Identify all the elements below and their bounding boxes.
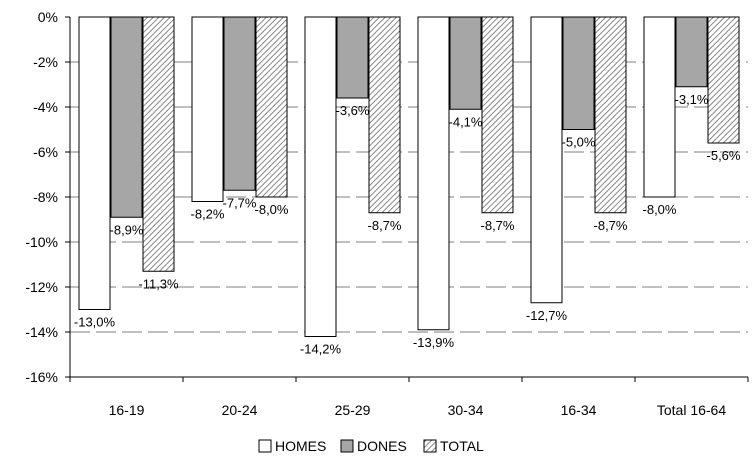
x-tick-label: 30-34 (448, 402, 484, 418)
legend-swatch-homes (258, 439, 272, 453)
legend-label-dones: DONES (357, 438, 407, 454)
bar-total-20-24 (255, 16, 288, 198)
data-label-total-16-19: -11,3% (138, 276, 179, 291)
bar-total-30-34 (481, 16, 514, 214)
bars (78, 16, 740, 337)
y-tick-label: -12% (25, 279, 58, 295)
data-label-total-total-16-64: -5,6% (707, 148, 741, 163)
y-tick-label: -6% (33, 144, 58, 160)
data-label-homes-total-16-64: -8,0% (643, 202, 677, 217)
bar-dones-total-16-64 (675, 16, 708, 88)
bar-total-16-34 (594, 16, 627, 214)
data-label-dones-25-29: -3,6% (336, 103, 370, 118)
gridlines (70, 61, 748, 378)
data-label-total-25-29: -8,7% (368, 218, 402, 233)
legend-label-total: TOTAL (440, 438, 484, 454)
data-label-total-30-34: -8,7% (481, 218, 515, 233)
y-tick-label: -4% (33, 99, 58, 115)
bar-total-25-29 (368, 16, 401, 214)
data-label-homes-16-34: -12,7% (526, 308, 568, 323)
data-label-total-16-34: -8,7% (594, 218, 628, 233)
bar-total-total-16-64 (707, 16, 740, 144)
y-tick-label: 0% (38, 9, 58, 25)
bar-homes-16-19 (78, 16, 111, 310)
data-label-homes-16-19: -13,0% (74, 315, 116, 330)
bar-homes-total-16-64 (643, 16, 676, 198)
x-tick-label: Total 16-64 (657, 402, 726, 418)
data-label-dones-30-34: -4,1% (449, 114, 483, 129)
y-tick-label: -16% (25, 369, 58, 385)
legend-swatch-total (423, 439, 437, 453)
bar-dones-20-24 (223, 16, 256, 191)
data-label-total-20-24: -8,0% (255, 202, 289, 217)
x-tick-label: 25-29 (335, 402, 371, 418)
data-labels: -13,0%-8,9%-11,3%-8,2%-7,7%-8,0%-14,2%-3… (74, 92, 741, 357)
y-tick-label: -2% (33, 54, 58, 70)
data-label-dones-total-16-64: -3,1% (675, 92, 709, 107)
legend: HOMES DONES TOTAL (258, 438, 484, 454)
data-label-homes-30-34: -13,9% (413, 335, 455, 350)
bar-dones-16-19 (110, 16, 143, 218)
data-label-dones-20-24: -7,7% (223, 195, 257, 210)
bar-total-16-19 (142, 16, 175, 272)
data-label-dones-16-34: -5,0% (562, 135, 596, 150)
x-tick-label: 16-19 (109, 402, 145, 418)
bar-homes-16-34 (530, 16, 563, 304)
data-label-dones-16-19: -8,9% (110, 222, 144, 237)
bar-dones-16-34 (562, 16, 595, 130)
y-tick-label: -8% (33, 189, 58, 205)
x-tick-label: 16-34 (561, 402, 597, 418)
data-label-homes-25-29: -14,2% (300, 342, 342, 357)
bar-dones-25-29 (336, 16, 369, 99)
y-tick-label: -14% (25, 324, 58, 340)
legend-label-homes: HOMES (275, 438, 326, 454)
bar-homes-30-34 (417, 16, 450, 331)
legend-swatch-dones (340, 439, 354, 453)
y-tick-label: -10% (25, 234, 58, 250)
x-tick-label: 20-24 (222, 402, 258, 418)
bar-homes-25-29 (304, 16, 337, 337)
data-label-homes-20-24: -8,2% (191, 207, 225, 222)
bar-dones-30-34 (449, 16, 482, 110)
axes: 0% -2% -4% -6% -8% -10% -12% -14% -16% 16-19 20-24… (25, 9, 749, 418)
bar-homes-20-24 (191, 16, 224, 202)
